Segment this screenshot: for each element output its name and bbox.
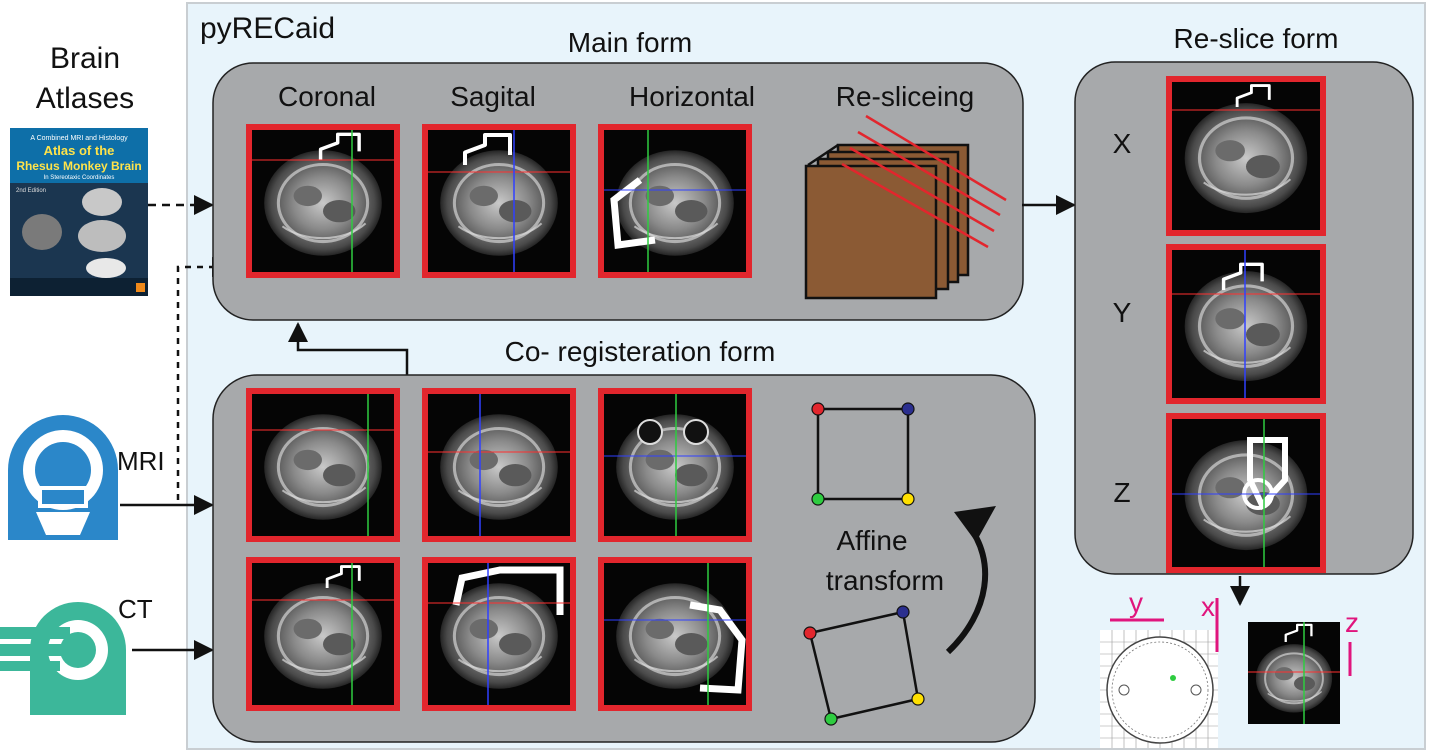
coreg-ct-horizontal-image (598, 557, 752, 711)
output-x-label: x (1201, 591, 1215, 622)
reslice-z-image (1166, 413, 1326, 573)
reslice-axis-z: Z (1113, 477, 1130, 508)
atlas-label-line2: Atlases (36, 82, 134, 115)
book-edition: 2nd Edition (16, 188, 46, 194)
main-sagital-image (422, 124, 576, 278)
reslice-x-image (1166, 76, 1326, 236)
view-label-horizontal: Horizontal (629, 81, 755, 112)
ct-label: CT (118, 594, 153, 624)
ct-scanner-icon (0, 602, 126, 715)
affine-target-square (811, 402, 915, 506)
main-coronal-image (246, 124, 400, 278)
affine-label-line2: transform (826, 565, 944, 596)
atlas-book-cover: A Combined MRI and Histology Atlas of th… (10, 128, 148, 296)
book-title-line1: Atlas of the (44, 143, 115, 158)
output-y-label: y (1129, 587, 1143, 618)
mri-label: MRI (117, 446, 165, 476)
coreg-form-title: Co- registeration form (505, 336, 776, 367)
reslice-axis-y: Y (1113, 297, 1132, 328)
main-horizontal-image (598, 124, 752, 278)
app-title: pyRECaid (200, 12, 335, 45)
reslice-y-image (1166, 244, 1326, 404)
affine-arrowhead (954, 506, 996, 542)
mri-scanner-icon (8, 415, 118, 540)
atlas-label-line1: Brain (50, 42, 120, 75)
book-subtitle: In Stereotaxic Coordinates (44, 175, 115, 181)
view-label-reslicing: Re-sliceing (836, 81, 975, 112)
output-slice-image (1248, 622, 1340, 724)
view-label-sagital: Sagital (450, 81, 536, 112)
book-title-line2: Rhesus Monkey Brain (16, 159, 141, 173)
output-z-label: z (1345, 607, 1359, 638)
coreg-to-main-arrow (288, 322, 409, 378)
main-form-title: Main form (568, 27, 692, 58)
reslice-form-title: Re-slice form (1174, 23, 1339, 54)
coreg-mri-horizontal-image (598, 388, 752, 542)
book-top-line: A Combined MRI and Histology (30, 135, 128, 142)
view-label-coronal: Coronal (278, 81, 376, 112)
affine-source-square (803, 605, 925, 726)
affine-label-line1: Affine (836, 525, 907, 556)
coreg-mri-coronal-image (246, 388, 400, 542)
coreg-ct-coronal-image (246, 557, 400, 711)
coreg-mri-sagital-image (422, 388, 576, 542)
reslice-axis-x: X (1113, 128, 1132, 159)
reslice-cube-icon (804, 114, 1007, 300)
recording-grid-chamber (1100, 630, 1218, 748)
coreg-ct-sagital-image (422, 557, 576, 711)
